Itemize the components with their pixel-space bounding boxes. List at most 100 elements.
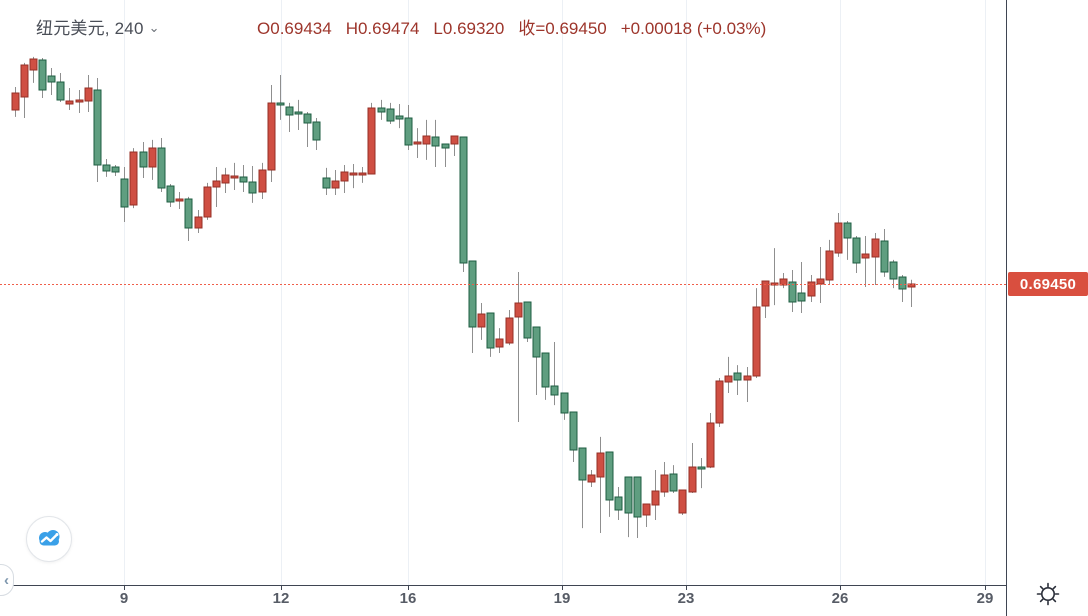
change-value: +0.00018 (+0.03%) — [620, 19, 767, 38]
candle-body — [569, 411, 578, 451]
open-value: O0.69434 — [257, 19, 332, 38]
candle-body — [550, 385, 559, 396]
candle-body — [175, 198, 184, 202]
candle-body — [367, 107, 376, 175]
candle-body — [523, 301, 532, 339]
time-axis-label: 23 — [677, 590, 695, 607]
candle-body — [605, 451, 614, 501]
candle-body — [596, 452, 605, 478]
candle-body — [624, 476, 633, 514]
candle-body — [120, 178, 129, 208]
candle-body — [11, 92, 20, 111]
candle-body — [166, 185, 175, 203]
candle-body — [797, 292, 806, 302]
candle-body — [377, 107, 386, 113]
candle-body — [898, 276, 907, 290]
candle-body — [148, 147, 157, 168]
candle-body — [111, 166, 120, 173]
candle-body — [486, 312, 495, 349]
candle-body — [889, 261, 898, 280]
candle-body — [743, 375, 752, 381]
time-axis[interactable]: 9 12 16 19 23 26 29 — [0, 590, 1088, 610]
candle-body — [322, 177, 331, 189]
candle-body — [431, 136, 440, 147]
candle-body — [688, 466, 697, 493]
candle-body — [285, 106, 294, 116]
candle-body — [230, 175, 239, 179]
candle-body — [29, 58, 38, 71]
candle-body — [75, 99, 84, 103]
candle-body — [184, 198, 193, 229]
candle-body — [303, 113, 312, 124]
candle-body — [541, 352, 550, 388]
candle-body — [56, 81, 65, 101]
candle-body — [861, 253, 870, 259]
candle-body — [715, 380, 724, 424]
candle-body — [331, 180, 340, 189]
symbol-interval-button[interactable]: 纽元美元, 240 — [36, 19, 144, 38]
candle-body — [724, 375, 733, 383]
time-axis-label: 29 — [976, 590, 994, 607]
candle-body — [779, 278, 788, 286]
candle-body — [221, 174, 230, 184]
chevron-left-icon: ‹ — [4, 571, 9, 589]
candle-body — [340, 171, 349, 182]
candle-body — [38, 59, 47, 91]
high-value: H0.69474 — [345, 19, 420, 38]
candle-body — [194, 216, 203, 229]
candle-body — [47, 75, 56, 83]
candle-body — [669, 473, 678, 492]
candle-body — [706, 422, 715, 468]
sun-icon — [1036, 582, 1060, 606]
candle-body — [258, 169, 267, 193]
time-axis-label: 12 — [272, 590, 290, 607]
candle-body — [614, 496, 623, 511]
candle-body — [267, 102, 276, 171]
time-axis-label: 26 — [831, 590, 849, 607]
candle-body — [212, 180, 221, 188]
candle-body — [505, 317, 514, 344]
candle-body — [578, 447, 587, 481]
candle-body — [65, 100, 74, 105]
candle-body — [761, 280, 770, 307]
candle-body — [248, 181, 257, 194]
candle-body — [404, 117, 413, 146]
candle-body — [422, 135, 431, 145]
candle-body — [907, 283, 916, 288]
candle-body — [84, 87, 93, 102]
last-price-badge: 0.69450 — [1008, 272, 1088, 296]
candle-body — [788, 281, 797, 303]
candle-body — [752, 306, 761, 377]
cloud-logo-button[interactable] — [26, 516, 72, 562]
candle-body — [139, 151, 148, 168]
theme-settings-button[interactable] — [1034, 580, 1062, 608]
candle-body — [651, 490, 660, 506]
candle-body — [20, 64, 29, 98]
candle-body — [642, 503, 651, 516]
time-axis-label: 19 — [553, 590, 571, 607]
candle-body — [843, 222, 852, 239]
candle-body — [678, 489, 687, 514]
ohlc-readout: O0.69434 H0.69474 L0.69320 收=0.69450 +0.0001… — [257, 14, 780, 39]
candle-body — [880, 240, 889, 273]
candle-body — [816, 278, 825, 285]
candle-body — [386, 108, 395, 122]
candle-body — [697, 466, 706, 470]
candle-body — [450, 135, 459, 145]
candle-body — [157, 147, 166, 189]
chevron-down-icon[interactable]: ⌄ — [148, 20, 160, 35]
cloud-chart-icon — [39, 530, 60, 546]
candle-body — [102, 164, 111, 172]
candle-body — [358, 172, 367, 176]
candle-body — [349, 172, 358, 176]
symbol-header: 纽元美元, 240 ⌄ — [36, 14, 160, 38]
candle-body — [239, 176, 248, 183]
time-axis-label: 16 — [399, 590, 417, 607]
candle-body — [395, 115, 404, 120]
candle-body — [587, 474, 596, 483]
candle-body — [459, 136, 468, 264]
candle-body — [871, 238, 880, 258]
candle-body — [807, 281, 816, 297]
candle-body — [276, 102, 285, 106]
